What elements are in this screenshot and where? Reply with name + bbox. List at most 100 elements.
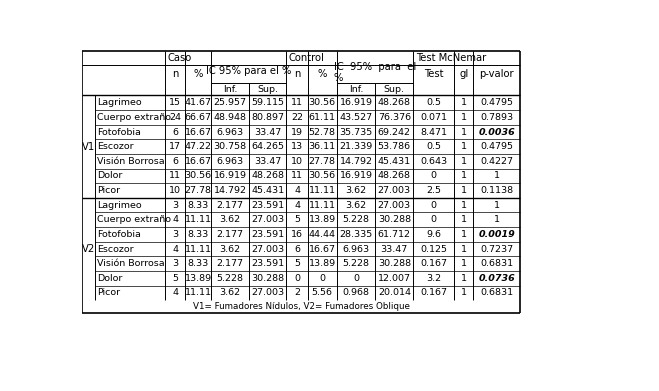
Text: Lagrimeo: Lagrimeo [97,98,142,107]
Text: 5.228: 5.228 [343,259,370,268]
Text: 43.527: 43.527 [339,113,372,122]
Text: 33.47: 33.47 [254,127,281,136]
Text: 1: 1 [461,171,467,180]
Text: 11.11: 11.11 [185,215,212,224]
Text: 0.7893: 0.7893 [480,113,513,122]
Text: 1: 1 [461,274,467,283]
Text: 0.0019: 0.0019 [478,230,515,239]
Text: %: % [318,69,327,79]
Text: V1: V1 [82,142,95,152]
Text: 0.5: 0.5 [426,98,442,107]
Text: 0.0736: 0.0736 [478,274,515,283]
Text: 13: 13 [291,142,303,151]
Text: Cuerpo extraño: Cuerpo extraño [97,215,171,224]
Text: 64.265: 64.265 [251,142,284,151]
Text: 4: 4 [294,201,300,210]
Text: n: n [294,69,301,79]
Text: 23.591: 23.591 [251,230,284,239]
Text: gl: gl [459,69,469,79]
Text: 27.003: 27.003 [251,244,284,253]
Text: 0: 0 [319,274,326,283]
Text: IC 95% para el %: IC 95% para el % [206,66,291,76]
Text: 28.335: 28.335 [339,230,372,239]
Text: 1: 1 [461,98,467,107]
Text: 0: 0 [431,171,437,180]
Text: 36.11: 36.11 [308,142,336,151]
Text: %: % [194,69,203,79]
Text: Picor: Picor [97,186,120,195]
Text: 1: 1 [461,289,467,298]
Text: 41.67: 41.67 [185,98,212,107]
Text: 5: 5 [294,215,300,224]
Text: 30.56: 30.56 [308,98,336,107]
Text: 1: 1 [461,259,467,268]
Text: 44.44: 44.44 [308,230,335,239]
Text: 0.4227: 0.4227 [480,157,513,166]
Text: 4: 4 [173,289,179,298]
Text: Dolor: Dolor [97,171,123,180]
Text: 3: 3 [172,259,179,268]
Text: 61.11: 61.11 [308,113,335,122]
Text: 1: 1 [494,201,500,210]
Text: 30.288: 30.288 [251,274,284,283]
Text: 0.5: 0.5 [426,142,442,151]
Text: 17: 17 [169,142,181,151]
Text: 5: 5 [173,274,179,283]
Text: 2.177: 2.177 [217,201,244,210]
Text: 3.62: 3.62 [219,289,241,298]
Text: 0.167: 0.167 [420,259,447,268]
Text: 27.003: 27.003 [251,215,284,224]
Text: 30.288: 30.288 [378,259,411,268]
Text: 3.62: 3.62 [345,186,366,195]
Text: Control: Control [289,53,324,63]
Text: 0.1138: 0.1138 [480,186,513,195]
Text: Cuerpo extraño: Cuerpo extraño [97,113,171,122]
Text: 30.56: 30.56 [308,171,336,180]
Text: 8.33: 8.33 [188,201,209,210]
Text: 0: 0 [353,274,359,283]
Text: Inf.: Inf. [223,85,237,94]
Text: 6.963: 6.963 [343,244,370,253]
Text: Test McNemar: Test McNemar [416,53,486,63]
Text: 20.014: 20.014 [378,289,411,298]
Text: 27.78: 27.78 [185,186,212,195]
Text: 48.268: 48.268 [378,98,411,107]
Text: 11.11: 11.11 [308,186,335,195]
Text: 30.56: 30.56 [185,171,212,180]
Text: 13.89: 13.89 [308,215,336,224]
Text: 48.948: 48.948 [214,113,246,122]
Text: 8.471: 8.471 [420,127,447,136]
Text: 6: 6 [173,127,179,136]
Text: 2.5: 2.5 [426,186,442,195]
Text: Lagrimeo: Lagrimeo [97,201,142,210]
Text: Visión Borrosa: Visión Borrosa [97,259,165,268]
Text: 3.2: 3.2 [426,274,442,283]
Text: 13.89: 13.89 [308,259,336,268]
Text: Sup.: Sup. [257,85,278,94]
Text: 21.339: 21.339 [339,142,372,151]
Text: 0.4795: 0.4795 [480,142,513,151]
Text: 6.963: 6.963 [216,127,244,136]
Text: 66.67: 66.67 [185,113,212,122]
Text: 0.6831: 0.6831 [480,289,513,298]
Text: 3: 3 [172,230,179,239]
Text: 27.003: 27.003 [251,289,284,298]
Text: 16.67: 16.67 [185,127,212,136]
Text: 8.33: 8.33 [188,230,209,239]
Text: IC  95%  para  el
%: IC 95% para el % [334,61,416,83]
Text: 53.786: 53.786 [378,142,411,151]
Text: 9.6: 9.6 [426,230,442,239]
Text: 1: 1 [461,157,467,166]
Text: n: n [172,69,179,79]
Text: 76.376: 76.376 [378,113,411,122]
Text: 16.919: 16.919 [339,98,372,107]
Text: Sup.: Sup. [384,85,405,94]
Text: 11.11: 11.11 [185,244,212,253]
Text: 0.071: 0.071 [420,113,447,122]
Text: 3.62: 3.62 [345,201,366,210]
Text: 6: 6 [294,244,300,253]
Text: 48.268: 48.268 [378,171,411,180]
Text: 14.792: 14.792 [339,157,372,166]
Text: Visión Borrosa: Visión Borrosa [97,157,165,166]
Text: 59.115: 59.115 [251,98,284,107]
